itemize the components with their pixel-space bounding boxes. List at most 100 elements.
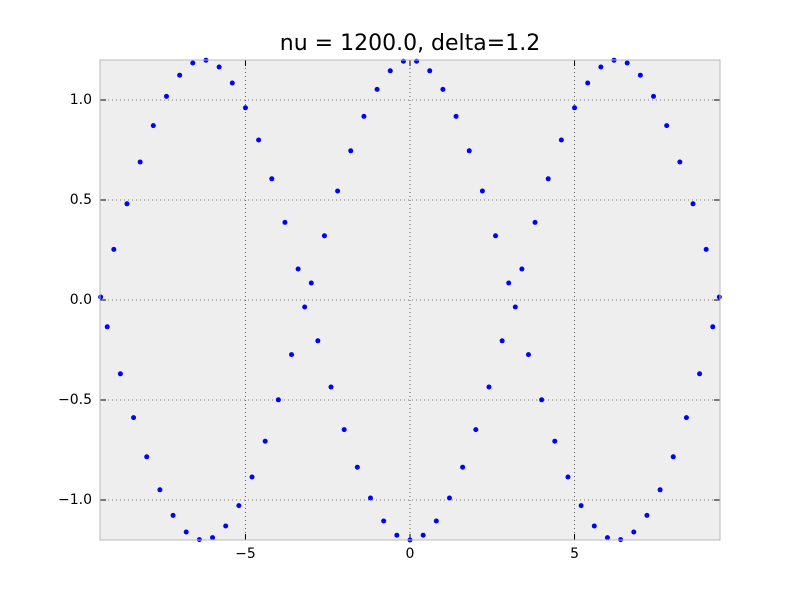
point <box>249 474 255 480</box>
point <box>539 397 545 403</box>
x-tick-label: 5 <box>570 546 579 562</box>
point <box>216 64 222 70</box>
point <box>427 68 433 74</box>
point <box>315 338 321 344</box>
point <box>453 113 459 119</box>
point <box>578 503 584 509</box>
point <box>716 294 722 300</box>
point <box>466 148 472 154</box>
point <box>572 105 578 111</box>
point <box>433 518 439 524</box>
point <box>585 80 591 86</box>
point <box>190 60 196 66</box>
point <box>486 384 492 390</box>
point <box>651 93 657 99</box>
point <box>163 93 169 99</box>
point <box>335 188 341 194</box>
point <box>664 123 670 129</box>
point <box>670 454 676 460</box>
point <box>124 201 130 207</box>
y-tick-label: −0.5 <box>58 392 92 408</box>
point <box>631 529 637 535</box>
plot-frame <box>99 59 721 541</box>
point <box>157 487 163 493</box>
point <box>236 503 242 509</box>
point <box>262 438 268 444</box>
point <box>223 523 229 529</box>
point <box>604 535 610 541</box>
point <box>479 188 485 194</box>
x-tick-label: 0 <box>406 546 415 562</box>
point <box>242 105 248 111</box>
point <box>657 487 663 493</box>
point <box>400 58 406 64</box>
point <box>137 159 143 165</box>
point <box>624 60 630 66</box>
point <box>289 352 295 358</box>
point <box>117 371 123 377</box>
y-tick-label: −1.0 <box>58 492 92 508</box>
point <box>308 280 314 286</box>
point <box>341 427 347 433</box>
point <box>381 518 387 524</box>
point <box>348 148 354 154</box>
point <box>519 266 525 272</box>
point <box>210 535 216 541</box>
point <box>446 495 452 501</box>
point <box>420 532 426 538</box>
point <box>545 176 551 182</box>
point <box>104 324 110 330</box>
point <box>525 352 531 358</box>
point <box>354 464 360 470</box>
point <box>394 532 400 538</box>
point <box>177 72 183 78</box>
point <box>506 280 512 286</box>
point <box>703 246 709 252</box>
point <box>150 123 156 129</box>
point <box>183 529 189 535</box>
point <box>637 72 643 78</box>
point <box>460 464 466 470</box>
point <box>98 294 104 300</box>
point <box>256 137 262 143</box>
point <box>697 371 703 377</box>
point <box>565 474 571 480</box>
point <box>275 397 281 403</box>
point <box>131 415 137 421</box>
point <box>591 523 597 529</box>
y-tick-label: 0.0 <box>70 292 92 308</box>
point <box>229 80 235 86</box>
point <box>598 64 604 70</box>
y-tick-label: 1.0 <box>70 92 92 108</box>
point <box>710 324 716 330</box>
point <box>499 338 505 344</box>
chart-title: nu = 1200.0, delta=1.2 <box>280 31 540 56</box>
point <box>683 415 689 421</box>
point <box>295 266 301 272</box>
point <box>677 159 683 165</box>
y-tick-label: 0.5 <box>70 192 92 208</box>
point <box>552 438 558 444</box>
point <box>282 219 288 225</box>
point <box>368 495 374 501</box>
point <box>414 58 420 64</box>
point <box>440 86 446 92</box>
point <box>512 304 518 310</box>
point <box>269 176 275 182</box>
point <box>473 427 479 433</box>
point <box>690 201 696 207</box>
point <box>302 304 308 310</box>
point <box>111 246 117 252</box>
point <box>532 219 538 225</box>
x-tick-label: −5 <box>235 546 256 562</box>
point <box>558 137 564 143</box>
point <box>493 233 499 239</box>
point <box>374 86 380 92</box>
point <box>321 233 327 239</box>
point <box>170 512 176 518</box>
point <box>361 113 367 119</box>
point <box>328 384 334 390</box>
point <box>644 512 650 518</box>
